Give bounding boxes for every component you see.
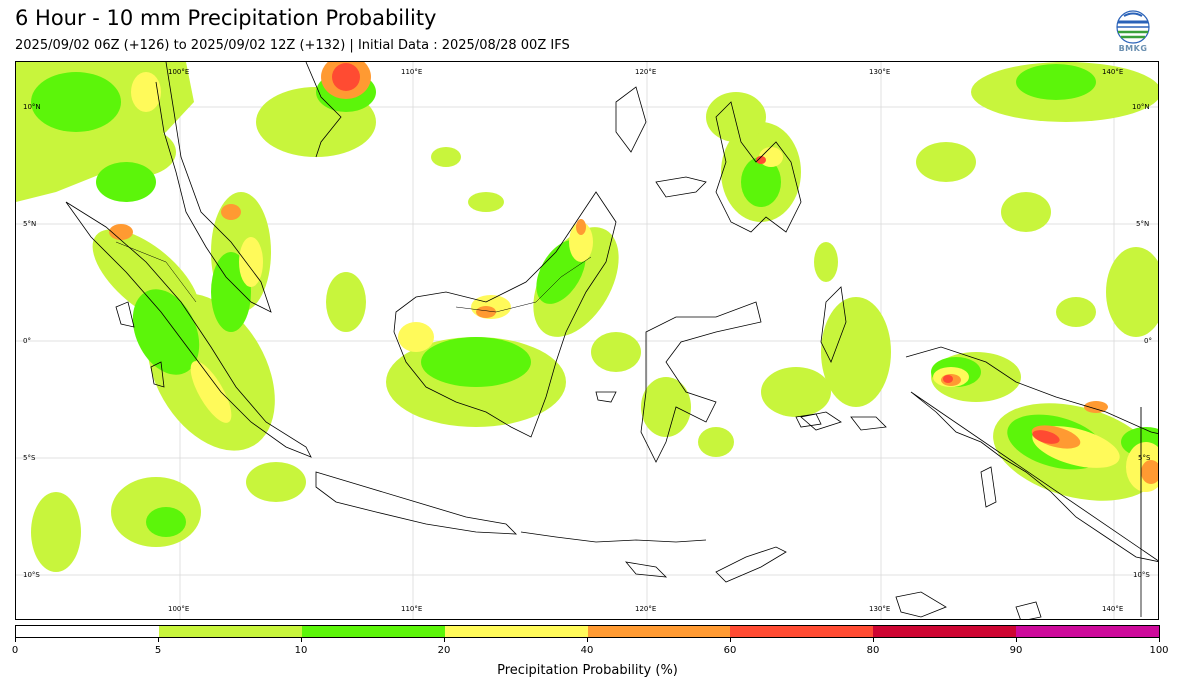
- colorbar-tickmark: [15, 638, 16, 642]
- colorbar-tick-10: 10: [294, 645, 308, 656]
- colorbar-tickmark: [158, 638, 159, 642]
- lon-label-top-130: 130°E: [869, 68, 891, 76]
- colorbar-tick-100: 100: [1149, 645, 1169, 656]
- lon-label-bottom-100: 100°E: [168, 605, 190, 613]
- lat-label-left-10n: 10°N: [23, 103, 41, 111]
- lon-label-top-110: 110°E: [401, 68, 423, 76]
- colorbar: [15, 625, 1160, 638]
- colorbar-bin-40-60: [587, 626, 731, 637]
- map-gridlines: [16, 62, 1158, 619]
- colorbar-bin-5-10: [158, 626, 302, 637]
- colorbar-tickmark: [444, 638, 445, 642]
- lon-label-top-120: 120°E: [635, 68, 657, 76]
- lon-label-top-100: 100°E: [168, 68, 190, 76]
- lat-label-right-5n: 5°N: [1136, 220, 1150, 228]
- colorbar-bin-60-80: [730, 626, 874, 637]
- colorbar-bin-90-100: [1016, 626, 1159, 637]
- lat-label-left-5n: 5°N: [23, 220, 37, 228]
- lon-label-top-140: 140°E: [1102, 68, 1124, 76]
- colorbar-tick-90: 90: [1009, 645, 1023, 656]
- colorbar-label: Precipitation Probability (%): [497, 663, 678, 678]
- lat-label-left-0: 0°: [23, 337, 31, 345]
- colorbar-bin-10-20: [301, 626, 445, 637]
- colorbar-tickmark: [873, 638, 874, 642]
- globe-icon: [1116, 10, 1150, 44]
- colorbar-tickmark: [301, 638, 302, 642]
- colorbar-bin-80-90: [873, 626, 1017, 637]
- lat-label-right-5s: 5°S: [1138, 454, 1151, 462]
- colorbar-tick-60: 60: [723, 645, 737, 656]
- bmkg-logo: [1114, 10, 1152, 56]
- map-canvas: [16, 62, 1158, 619]
- precipitation-map: 100°E 110°E 120°E 130°E 140°E 100°E 110°…: [15, 61, 1159, 620]
- lat-label-right-10n: 10°N: [1132, 103, 1150, 111]
- colorbar-bin-0-5: [16, 626, 159, 637]
- colorbar-tick-80: 80: [866, 645, 880, 656]
- colorbar-bin-20-40: [444, 626, 588, 637]
- colorbar-tick-0: 0: [11, 645, 19, 656]
- colorbar-tick-20: 20: [437, 645, 451, 656]
- colorbar-tickmark: [1016, 638, 1017, 642]
- lon-label-bottom-110: 110°E: [401, 605, 423, 613]
- lat-label-left-5s: 5°S: [23, 454, 36, 462]
- lat-label-left-10s: 10°S: [23, 571, 40, 579]
- colorbar-tick-40: 40: [580, 645, 594, 656]
- colorbar-tickmark: [587, 638, 588, 642]
- precip-field-60-80: [332, 63, 1060, 444]
- map-title: 6 Hour - 10 mm Precipitation Probability: [15, 6, 437, 30]
- country-borders: [115, 241, 1142, 557]
- colorbar-tickmark: [730, 638, 731, 642]
- lat-label-right-0: 0°: [1144, 337, 1152, 345]
- lon-label-bottom-120: 120°E: [635, 605, 657, 613]
- lon-label-bottom-140: 140°E: [1102, 605, 1124, 613]
- logo-text: BMKG: [1118, 44, 1148, 53]
- map-subtitle: 2025/09/02 06Z (+126) to 2025/09/02 12Z …: [15, 38, 570, 53]
- colorbar-tickmark: [1159, 638, 1160, 642]
- lat-label-right-10s: 10°S: [1133, 571, 1150, 579]
- lon-label-bottom-130: 130°E: [869, 605, 891, 613]
- colorbar-tick-5: 5: [154, 645, 162, 656]
